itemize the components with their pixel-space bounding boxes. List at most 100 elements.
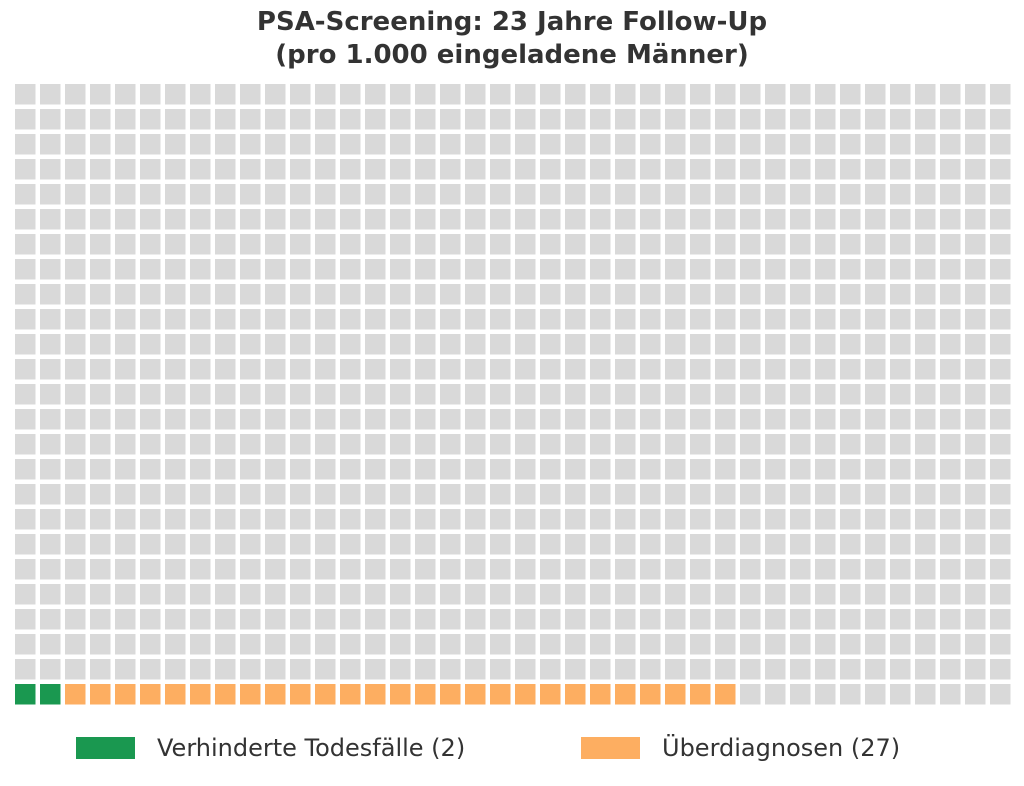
waffle-cell <box>415 484 436 505</box>
waffle-cell <box>815 459 836 480</box>
waffle-cell <box>240 584 261 605</box>
waffle-cell <box>40 334 61 355</box>
waffle-cell <box>790 484 811 505</box>
waffle-cell <box>415 334 436 355</box>
waffle-cell <box>615 159 636 180</box>
waffle-cell <box>15 209 36 230</box>
waffle-cell <box>265 559 286 580</box>
waffle-cell <box>590 234 611 255</box>
waffle-cell <box>290 359 311 380</box>
waffle-cell <box>715 609 736 630</box>
waffle-cell <box>340 284 361 305</box>
waffle-cell <box>440 84 461 105</box>
waffle-cell <box>790 159 811 180</box>
waffle-cell <box>140 109 161 130</box>
waffle-cell <box>340 184 361 205</box>
waffle-cell <box>440 109 461 130</box>
waffle-cell <box>415 534 436 555</box>
waffle-cell <box>215 359 236 380</box>
waffle-cell <box>340 334 361 355</box>
waffle-cell <box>940 84 961 105</box>
waffle-cell <box>290 184 311 205</box>
waffle-cell <box>240 559 261 580</box>
waffle-cell <box>315 509 336 530</box>
waffle-cell <box>15 134 36 155</box>
waffle-cell <box>515 509 536 530</box>
waffle-cell <box>65 384 86 405</box>
waffle-cell <box>990 409 1011 430</box>
waffle-cell <box>440 184 461 205</box>
waffle-cell <box>40 384 61 405</box>
waffle-cell <box>490 434 511 455</box>
waffle-cell <box>290 434 311 455</box>
waffle-cell <box>815 609 836 630</box>
waffle-cell <box>465 234 486 255</box>
waffle-cell <box>65 159 86 180</box>
waffle-cell <box>190 659 211 680</box>
waffle-cell <box>390 334 411 355</box>
waffle-cell <box>90 509 111 530</box>
waffle-cell <box>815 684 836 705</box>
waffle-cell <box>765 259 786 280</box>
waffle-cell <box>365 534 386 555</box>
waffle-cell <box>890 84 911 105</box>
waffle-cell <box>90 84 111 105</box>
waffle-cell <box>740 409 761 430</box>
waffle-cell-overdiagnosis <box>240 684 261 705</box>
waffle-cell <box>240 434 261 455</box>
waffle-cell <box>590 359 611 380</box>
waffle-cell <box>490 484 511 505</box>
waffle-cell <box>940 509 961 530</box>
waffle-cell <box>790 509 811 530</box>
waffle-cell <box>290 259 311 280</box>
waffle-cell <box>165 284 186 305</box>
waffle-cell <box>190 309 211 330</box>
waffle-cell <box>40 459 61 480</box>
waffle-cell <box>815 309 836 330</box>
waffle-cell <box>890 259 911 280</box>
waffle-cell <box>340 409 361 430</box>
waffle-cell <box>15 309 36 330</box>
waffle-cell <box>65 109 86 130</box>
waffle-cell <box>540 334 561 355</box>
legend-swatch-overdiagnoses <box>581 737 640 759</box>
waffle-cell <box>290 509 311 530</box>
waffle-cell <box>15 584 36 605</box>
waffle-cell <box>40 184 61 205</box>
waffle-cell <box>15 84 36 105</box>
waffle-cell <box>615 559 636 580</box>
waffle-cell <box>740 559 761 580</box>
waffle-cell <box>615 209 636 230</box>
waffle-cell <box>665 609 686 630</box>
waffle-cell <box>215 209 236 230</box>
waffle-cell <box>590 584 611 605</box>
waffle-cell <box>215 134 236 155</box>
waffle-cell-overdiagnosis <box>540 684 561 705</box>
waffle-cell <box>365 334 386 355</box>
waffle-cell <box>315 284 336 305</box>
waffle-cell <box>90 109 111 130</box>
waffle-cell <box>940 659 961 680</box>
waffle-cell <box>790 459 811 480</box>
waffle-cell <box>340 84 361 105</box>
waffle-cell <box>940 284 961 305</box>
waffle-cell <box>790 184 811 205</box>
waffle-cell <box>840 309 861 330</box>
waffle-cell <box>440 284 461 305</box>
waffle-cell <box>640 559 661 580</box>
waffle-cell <box>490 334 511 355</box>
waffle-cell <box>690 559 711 580</box>
waffle-cell <box>140 434 161 455</box>
waffle-cell <box>40 309 61 330</box>
waffle-cell <box>190 484 211 505</box>
waffle-cell <box>165 259 186 280</box>
waffle-cell <box>990 259 1011 280</box>
waffle-cell <box>415 259 436 280</box>
waffle-cell <box>290 84 311 105</box>
waffle-cell <box>140 259 161 280</box>
waffle-cell <box>415 384 436 405</box>
waffle-cell <box>115 284 136 305</box>
waffle-cell <box>340 634 361 655</box>
waffle-cell <box>440 259 461 280</box>
waffle-cell <box>140 334 161 355</box>
